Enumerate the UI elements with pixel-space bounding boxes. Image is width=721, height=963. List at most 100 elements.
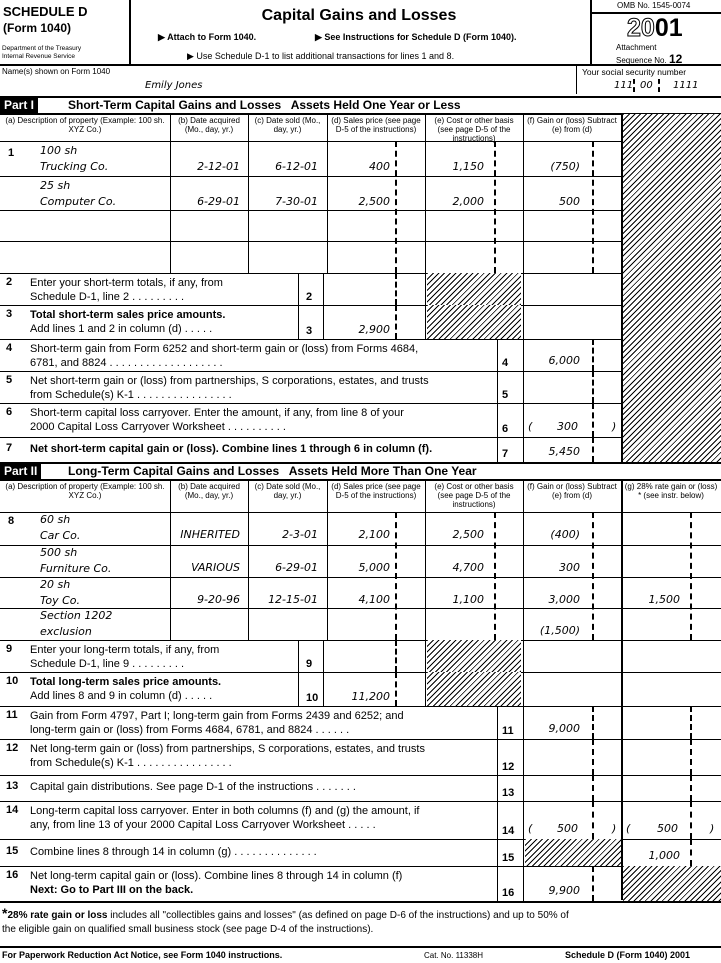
divider: [0, 403, 621, 404]
gain-loss-amount[interactable]: 5,450: [548, 445, 581, 458]
divider: [425, 114, 426, 273]
divider: [0, 273, 621, 274]
close-paren: ): [710, 822, 715, 835]
divider: [425, 305, 426, 339]
description[interactable]: Trucking Co.: [40, 160, 109, 173]
line-text: Gain from Form 4797, Part I; long-term g…: [30, 710, 404, 722]
divider: [523, 339, 524, 371]
sales-price-total[interactable]: 2,900: [358, 323, 391, 336]
divider: [592, 775, 594, 801]
divider: [592, 403, 594, 437]
rate-gain-amount[interactable]: 500: [657, 822, 678, 835]
gain-loss[interactable]: 300: [559, 561, 580, 574]
divider: [0, 608, 721, 609]
open-paren: (: [528, 822, 533, 835]
line-number: 5: [6, 374, 13, 386]
divider: [592, 512, 594, 640]
divider: [523, 672, 524, 706]
sales-price[interactable]: 5,000: [358, 561, 391, 574]
gain-loss[interactable]: (750): [550, 160, 580, 173]
rate-gain-amount[interactable]: 1,000: [648, 849, 681, 862]
taxpayer-name[interactable]: Emily Jones: [145, 80, 203, 91]
rate-gain[interactable]: 1,500: [648, 593, 681, 606]
form-footer-id: Schedule D (Form 1040) 2001: [565, 950, 691, 960]
divider: [425, 672, 426, 706]
divider: [0, 437, 621, 438]
divider: [0, 512, 721, 513]
line-box-number: 7: [502, 448, 509, 460]
description[interactable]: Furniture Co.: [40, 562, 112, 575]
divider: [523, 775, 524, 801]
sales-price[interactable]: 2,500: [358, 195, 391, 208]
catalog-number: Cat. No. 11338H: [424, 951, 483, 960]
description[interactable]: 20 sh: [40, 578, 71, 591]
divider: [395, 305, 397, 339]
sales-price[interactable]: 2,100: [358, 528, 391, 541]
gain-loss[interactable]: 3,000: [548, 593, 581, 606]
line-text: Add lines 8 and 9 in column (d) . . . . …: [30, 690, 213, 702]
divider: [129, 0, 131, 64]
description[interactable]: Section 1202: [40, 609, 113, 622]
divider: [395, 672, 397, 706]
line-box-number: 5: [502, 389, 509, 401]
ssn-part-3[interactable]: 1111: [673, 80, 699, 91]
gain-loss[interactable]: (400): [550, 528, 580, 541]
divider: [497, 371, 498, 403]
cost-basis[interactable]: 4,700: [452, 561, 485, 574]
divider: [395, 512, 397, 640]
omb-number: OMB No. 1545-0074: [617, 1, 691, 10]
date-acquired[interactable]: VARIOUS: [191, 561, 240, 574]
gain-loss-amount[interactable]: 500: [557, 822, 578, 835]
gain-loss-amount[interactable]: 9,900: [548, 884, 581, 897]
gain-loss[interactable]: 500: [559, 195, 580, 208]
gain-loss-amount[interactable]: 300: [557, 420, 578, 433]
divider: [497, 706, 498, 739]
sales-price[interactable]: 400: [369, 160, 390, 173]
cost-basis[interactable]: 1,100: [452, 593, 485, 606]
line-number: 10: [6, 675, 19, 687]
description[interactable]: Toy Co.: [40, 594, 81, 607]
line-box-number: 13: [502, 787, 515, 799]
divider: [248, 480, 249, 640]
date-acquired[interactable]: INHERITED: [180, 528, 240, 541]
date-sold[interactable]: 6-12-01: [275, 160, 318, 173]
date-acquired[interactable]: 6-29-01: [197, 195, 240, 208]
ssn-part-1[interactable]: 111: [614, 80, 634, 91]
description[interactable]: Car Co.: [40, 529, 81, 542]
date-acquired[interactable]: 2-12-01: [197, 160, 240, 173]
line-text: 2000 Capital Loss Carryover Worksheet . …: [30, 421, 286, 433]
divider: [298, 640, 299, 672]
date-acquired[interactable]: 9-20-96: [197, 593, 240, 606]
cost-basis[interactable]: 2,500: [452, 528, 485, 541]
date-sold[interactable]: 12-15-01: [268, 593, 318, 606]
description[interactable]: exclusion: [40, 625, 92, 638]
line-number: 6: [6, 406, 13, 418]
description[interactable]: 500 sh: [40, 546, 78, 559]
divider: [523, 866, 524, 901]
description[interactable]: 100 sh: [40, 144, 78, 157]
gain-loss-amount[interactable]: 6,000: [548, 354, 581, 367]
date-sold[interactable]: 2-3-01: [282, 528, 318, 541]
divider: [497, 839, 498, 866]
description[interactable]: Computer Co.: [40, 195, 117, 208]
cost-basis[interactable]: 1,150: [452, 160, 485, 173]
date-sold[interactable]: 7-30-01: [275, 195, 318, 208]
sales-price-total[interactable]: 11,200: [351, 690, 391, 703]
column-header-a: (a) Description of property (Example: 10…: [5, 116, 165, 134]
cost-basis[interactable]: 2,000: [452, 195, 485, 208]
divider: [690, 839, 692, 866]
column-header-f: (f) Gain or (loss) Subtract (e) from (d): [527, 116, 617, 134]
date-sold[interactable]: 6-29-01: [275, 561, 318, 574]
divider: [0, 739, 721, 740]
asterisk: *: [2, 905, 8, 921]
sales-price[interactable]: 4,100: [358, 593, 391, 606]
description[interactable]: 60 sh: [40, 513, 71, 526]
line-text: Short-term capital loss carryover. Enter…: [30, 407, 404, 419]
line-text: Net long-term gain or (loss) from partne…: [30, 743, 425, 755]
ssn-part-2[interactable]: 00: [640, 80, 653, 91]
divider: [0, 706, 721, 707]
divider: [523, 706, 524, 739]
description[interactable]: 25 sh: [40, 179, 71, 192]
gain-loss-amount[interactable]: 9,000: [548, 722, 581, 735]
gain-loss[interactable]: (1,500): [539, 624, 580, 637]
